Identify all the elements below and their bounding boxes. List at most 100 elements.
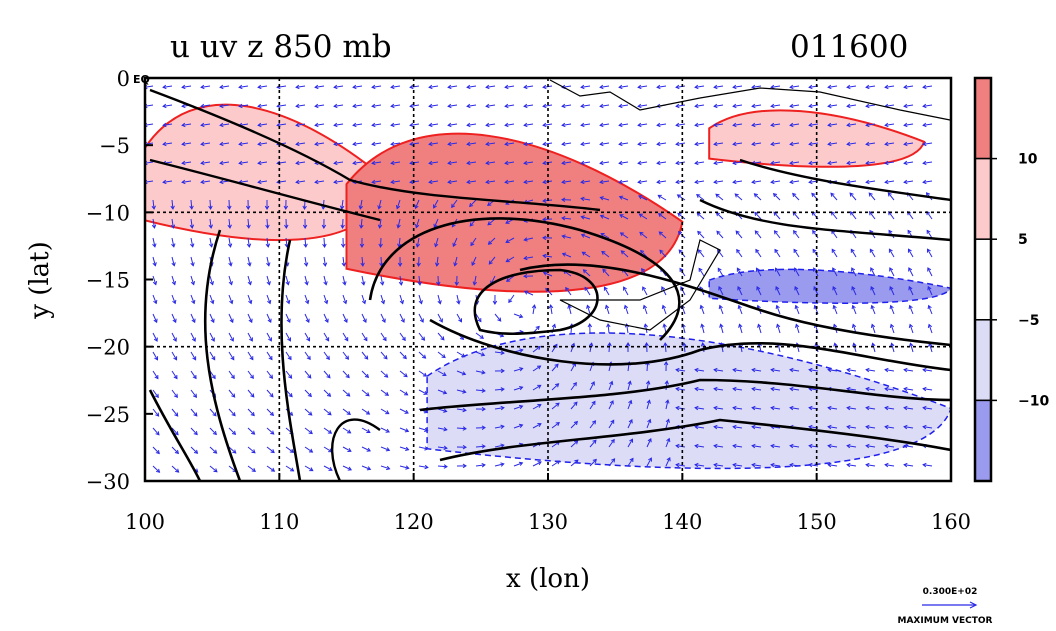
wind-vector-head <box>295 122 300 128</box>
wind-vector-head <box>751 103 756 109</box>
wind-vector-head <box>757 323 762 328</box>
wind-vector-head <box>151 224 157 229</box>
wind-vector <box>621 250 629 258</box>
wind-vector-head <box>462 444 467 450</box>
wind-vector <box>304 465 313 472</box>
wind-vector <box>851 286 857 296</box>
wind-vector-head <box>851 267 856 272</box>
wind-vector <box>885 85 895 88</box>
wind-vector-head <box>485 122 490 128</box>
wind-vector <box>524 161 534 164</box>
wind-vector <box>698 249 705 258</box>
wind-vector <box>228 370 235 379</box>
colorbar-label: 5 <box>1018 232 1028 248</box>
wind-vector <box>190 351 197 360</box>
wind-vector <box>866 180 876 183</box>
wind-vector-head <box>922 424 927 430</box>
wind-vector-head <box>500 462 505 467</box>
wind-vector <box>171 427 179 436</box>
wind-vector-head <box>555 402 560 407</box>
wind-vector-head <box>362 318 367 323</box>
wind-vector-head <box>808 424 813 430</box>
wind-vector-head <box>681 342 687 347</box>
wind-vector-head <box>500 424 505 430</box>
wind-vector <box>171 351 177 361</box>
wind-vector-head <box>343 318 348 324</box>
wind-vector-head <box>385 447 391 452</box>
wind-vector-head <box>600 232 605 237</box>
wind-vector <box>361 256 364 267</box>
wind-vector <box>209 446 217 454</box>
x-tick-label: 140 <box>662 510 702 534</box>
wind-vector <box>285 313 291 323</box>
y-axis: 0−5−10−15−20−25−30 <box>86 67 153 494</box>
wind-vector <box>467 180 477 183</box>
wind-vector-head <box>716 230 721 235</box>
wind-vector <box>334 85 344 88</box>
wind-vector <box>714 369 724 372</box>
wind-vector-head <box>865 84 870 90</box>
wind-vector <box>589 439 597 448</box>
coastline <box>549 79 951 121</box>
wind-vector <box>658 194 667 201</box>
wind-vector-head <box>698 267 703 272</box>
wind-vector-head <box>675 84 680 90</box>
wind-vector-head <box>308 430 313 435</box>
wind-vector <box>190 275 195 285</box>
wind-vector-head <box>629 457 634 462</box>
wind-vector-head <box>247 262 252 267</box>
wind-vector <box>714 388 724 391</box>
wind-vector-head <box>265 243 271 248</box>
wind-vector <box>353 104 363 107</box>
wind-vector-head <box>371 160 376 166</box>
wind-vector <box>437 408 447 412</box>
wind-vector <box>870 267 876 277</box>
wind-vector-head <box>696 194 701 199</box>
wind-vector <box>486 142 496 145</box>
wind-vector <box>372 142 382 145</box>
wind-vector <box>467 123 477 126</box>
wind-vector <box>847 445 857 448</box>
wind-vector-head <box>775 304 780 310</box>
wind-vector <box>467 104 477 107</box>
wind-vector <box>589 420 596 429</box>
wind-vector-head <box>677 231 683 236</box>
wind-vector <box>437 465 448 468</box>
wind-vector-head <box>181 160 186 166</box>
wind-vector-head <box>732 179 737 185</box>
wind-vector-head <box>219 122 224 128</box>
wind-vector-head <box>342 299 348 305</box>
wind-vector-head <box>181 141 186 147</box>
wind-vector-head <box>808 443 813 449</box>
colorbar: 105−5−10 <box>973 76 1049 483</box>
wind-vector-head <box>642 286 647 291</box>
wind-vector <box>296 104 306 107</box>
wind-vector-head <box>307 392 312 398</box>
wind-vector <box>589 381 595 391</box>
wind-vector <box>258 180 268 183</box>
wind-vector-head <box>249 337 253 342</box>
wind-vector <box>266 237 269 247</box>
wind-vector <box>372 85 382 88</box>
wind-vector <box>923 426 933 429</box>
wind-vector-head <box>694 122 699 128</box>
wind-vector-head <box>890 342 895 347</box>
wind-vector-head <box>713 141 718 147</box>
wind-vector <box>756 286 762 296</box>
wind-vector <box>486 104 496 107</box>
wind-vector-head <box>323 281 328 286</box>
wind-vector <box>524 123 534 126</box>
wind-vector-head <box>333 160 338 166</box>
wind-vector <box>792 211 800 220</box>
wind-vector <box>456 427 467 430</box>
wind-vector-head <box>694 462 699 468</box>
wind-vector-head <box>458 318 463 323</box>
wind-vector-head <box>415 243 421 248</box>
wind-vector <box>714 104 724 107</box>
wind-vector <box>904 445 914 448</box>
wind-vector-head <box>480 352 486 357</box>
wind-vector-head <box>846 122 851 128</box>
wind-vector <box>505 142 515 145</box>
wind-vector <box>380 313 386 323</box>
wind-vector <box>676 369 686 372</box>
